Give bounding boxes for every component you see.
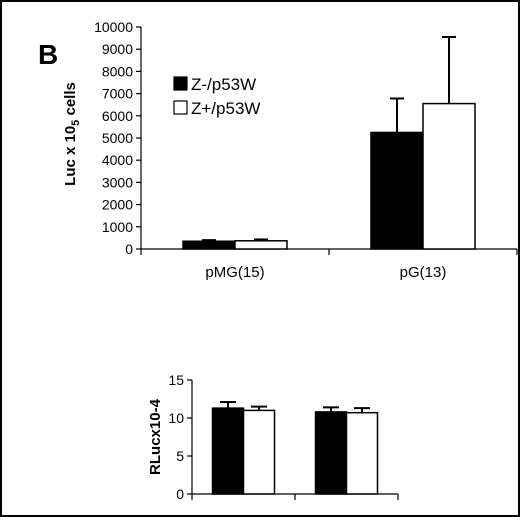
bottom-bar-s1-c1: [211, 407, 245, 495]
top-y-tick-label: 7000: [102, 86, 133, 102]
top-y-tick-label: 3000: [102, 174, 133, 190]
top-y-tick-label: 4000: [102, 152, 133, 168]
top-y-tick-label: 6000: [102, 108, 133, 124]
top-category-label: pMG(15): [205, 264, 264, 281]
top-y-tick-label: 5000: [102, 130, 133, 146]
bottom-y-tick-label: 10: [168, 410, 184, 426]
legend-label-series-1: Z-/p53W: [191, 75, 256, 94]
bottom-y-tick-label: 0: [176, 486, 184, 502]
legend-swatch-series-2: [173, 100, 188, 115]
top-category-label: pG(13): [400, 264, 447, 281]
bottom-y-tick-label: 5: [176, 448, 184, 464]
legend-label-series-2: Z+/p53W: [191, 99, 260, 118]
top-bar-s1-c1: [182, 240, 236, 250]
bottom-y-tick-label: 15: [168, 372, 184, 388]
legend-swatch-series-1: [173, 76, 188, 91]
figure-svg: B Luc x 105 cells Z-/p53W Z+/p53W 0 1000 2…: [38, 19, 518, 502]
bottom-y-axis-label: RLucx10-4: [147, 398, 164, 475]
top-y-tick-label: 8000: [102, 63, 133, 79]
top-bar-s2-c2: [422, 102, 476, 250]
top-bar-s1-c2: [370, 131, 424, 250]
top-y-tick-label: 9000: [102, 41, 133, 57]
panel-label: B: [38, 39, 58, 70]
top-bar-s2-c1: [234, 240, 288, 250]
bottom-bar-s1-c2: [314, 411, 348, 495]
bottom-bar-s2-c1: [242, 409, 276, 495]
bottom-bar-s2-c2: [345, 411, 379, 495]
chart-bottom: RLucx10-4 0 5 10 15: [147, 372, 399, 502]
top-y-tick-label: 1000: [102, 219, 133, 235]
top-y-tick-label: 0: [125, 241, 133, 257]
chart-top: Luc x 105 cells Z-/p53W Z+/p53W 0 1000 200…: [62, 19, 518, 281]
top-y-tick-label: 2000: [102, 197, 133, 213]
top-y-tick-label: 10000: [94, 19, 133, 35]
top-y-axis-label: Luc x 105 cells: [62, 82, 82, 186]
legend: Z-/p53W Z+/p53W: [173, 75, 260, 118]
